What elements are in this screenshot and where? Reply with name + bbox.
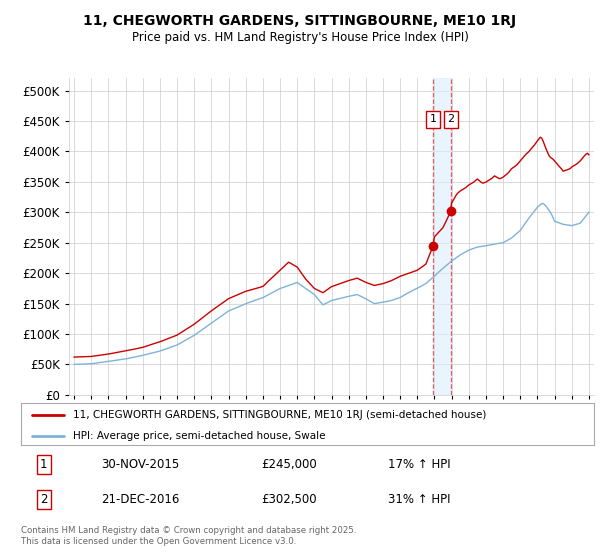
Text: Price paid vs. HM Land Registry's House Price Index (HPI): Price paid vs. HM Land Registry's House … <box>131 31 469 44</box>
Text: 31% ↑ HPI: 31% ↑ HPI <box>388 493 450 506</box>
Text: 21-DEC-2016: 21-DEC-2016 <box>101 493 179 506</box>
Text: Contains HM Land Registry data © Crown copyright and database right 2025.
This d: Contains HM Land Registry data © Crown c… <box>21 526 356 546</box>
Text: 11, CHEGWORTH GARDENS, SITTINGBOURNE, ME10 1RJ: 11, CHEGWORTH GARDENS, SITTINGBOURNE, ME… <box>83 14 517 28</box>
Text: 2: 2 <box>40 493 47 506</box>
Text: £245,000: £245,000 <box>262 458 317 471</box>
Text: 2: 2 <box>448 114 455 124</box>
Text: 30-NOV-2015: 30-NOV-2015 <box>101 458 179 471</box>
Bar <box>433 78 451 395</box>
Text: £302,500: £302,500 <box>262 493 317 506</box>
Text: 17% ↑ HPI: 17% ↑ HPI <box>388 458 451 471</box>
Text: 11, CHEGWORTH GARDENS, SITTINGBOURNE, ME10 1RJ (semi-detached house): 11, CHEGWORTH GARDENS, SITTINGBOURNE, ME… <box>73 410 486 420</box>
Text: 1: 1 <box>430 114 437 124</box>
Text: 1: 1 <box>40 458 47 471</box>
Text: HPI: Average price, semi-detached house, Swale: HPI: Average price, semi-detached house,… <box>73 431 325 441</box>
